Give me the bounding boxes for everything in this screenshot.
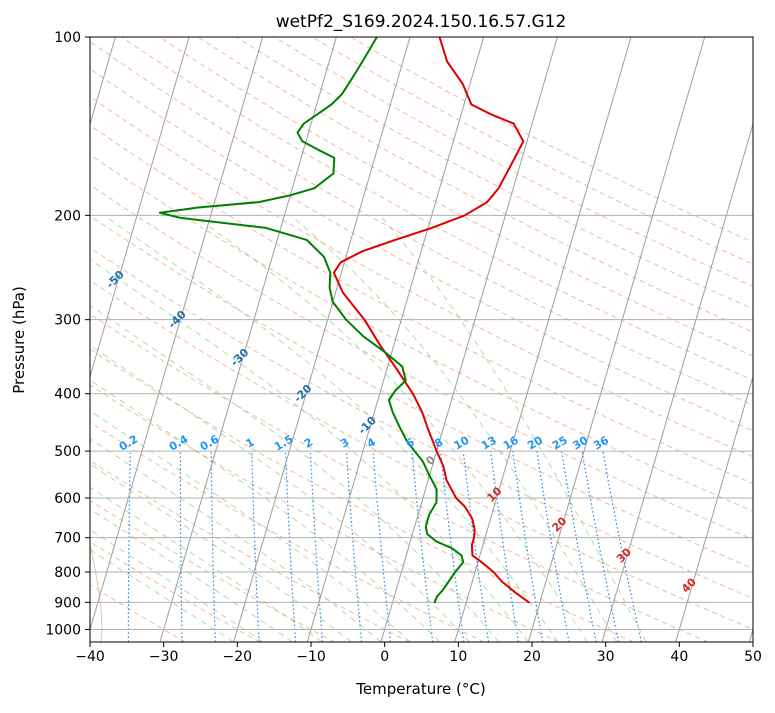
y-tick-label: 1000 — [45, 622, 81, 638]
isotherm-label: -10 — [356, 414, 379, 437]
isotherm — [13, 37, 189, 642]
x-tick-label: 0 — [380, 649, 389, 665]
dry-adiabat — [0, 37, 775, 642]
x-tick-label: −40 — [75, 649, 105, 665]
dry-adiabat — [0, 37, 484, 642]
mixing-ratio-line — [491, 451, 519, 642]
isotherm-label: 30 — [614, 545, 634, 565]
mixing-ratio-label: 6 — [404, 435, 417, 450]
dry-adiabat — [0, 37, 708, 642]
dry-adiabat — [351, 37, 775, 642]
isotherm-label: 20 — [549, 514, 569, 534]
mixing-ratio-line — [463, 451, 488, 642]
chart-title: wetPf2_S169.2024.150.16.57.G12 — [276, 12, 567, 32]
moist-adiabat — [0, 215, 293, 642]
x-tick-label: 30 — [597, 649, 615, 665]
x-tick-label: −30 — [149, 649, 179, 665]
isotherm-label: -20 — [291, 382, 314, 405]
mixing-ratio-line — [603, 451, 642, 642]
dry-adiabat — [198, 37, 775, 642]
dry-adiabat — [312, 37, 775, 642]
dry-adiabat — [0, 37, 775, 642]
mixing-ratio-line — [310, 451, 322, 642]
mixing-ratio-label: 0.6 — [198, 432, 222, 453]
isotherm — [455, 37, 631, 642]
x-tick-label: −10 — [296, 649, 326, 665]
isotherm — [160, 37, 336, 642]
mixing-ratio-label: 1.5 — [272, 433, 295, 454]
y-tick-label: 300 — [54, 313, 81, 329]
dry-adiabat — [84, 37, 775, 642]
dry-adiabat — [0, 37, 633, 642]
y-tick-label: 600 — [54, 491, 81, 507]
x-tick-label: 50 — [744, 649, 762, 665]
mixing-ratio-label: 16 — [501, 433, 521, 452]
isotherm — [86, 37, 262, 642]
dry-adiabat — [0, 37, 775, 642]
y-tick-label: 900 — [54, 595, 81, 611]
background-lines — [0, 37, 775, 642]
x-tick-label: 10 — [449, 649, 467, 665]
isotherm — [234, 37, 410, 642]
x-tick-label: 20 — [523, 649, 541, 665]
moist-adiabat — [0, 215, 352, 642]
dry-adiabat — [0, 37, 775, 642]
x-tick-label: 40 — [670, 649, 688, 665]
moist-adiabat — [0, 215, 263, 642]
dry-adiabat — [160, 37, 775, 642]
isotherm-label: -60 — [43, 224, 66, 247]
y-tick-label: 400 — [54, 387, 81, 403]
isotherm — [528, 37, 704, 642]
mixing-ratio-line — [128, 451, 130, 642]
mixing-ratio-label: 1 — [243, 436, 256, 451]
mixing-ratio-line — [537, 451, 569, 642]
mixing-ratio-label: 0.4 — [167, 432, 191, 453]
mixing-ratio-label: 20 — [525, 433, 545, 452]
mixing-ratio-line — [513, 451, 543, 642]
plot-frame — [90, 37, 753, 642]
dry-adiabat — [236, 37, 775, 642]
y-tick-label: 100 — [54, 30, 81, 46]
mixing-ratio-label: 2 — [302, 436, 315, 451]
x-tick-label: −20 — [223, 649, 253, 665]
isotherm-label: 40 — [679, 575, 699, 595]
isotherm-label: -30 — [228, 346, 251, 369]
y-tick-label: 500 — [54, 444, 81, 460]
mixing-ratio-line — [441, 451, 464, 642]
mixing-ratio-line — [582, 451, 619, 642]
mixing-ratio-line — [286, 451, 296, 642]
dry-adiabat — [0, 37, 409, 642]
moist-adiabat — [380, 215, 647, 642]
isotherm — [381, 37, 557, 642]
dry-adiabat — [274, 37, 775, 642]
moist-adiabat — [0, 215, 322, 642]
mixing-ratio-line — [347, 451, 362, 642]
mixing-ratio-label: 25 — [550, 434, 570, 453]
mixing-ratio-line — [373, 451, 390, 642]
mixing-ratio-line — [412, 451, 433, 642]
mixing-ratio-label: 36 — [591, 433, 611, 452]
y-axis-label: Pressure (hPa) — [10, 286, 28, 394]
dry-adiabat — [0, 37, 559, 642]
y-tick-label: 200 — [54, 208, 81, 224]
y-tick-label: 800 — [54, 565, 81, 581]
mixing-ratio-label: 4 — [365, 435, 378, 450]
dry-adiabat — [0, 37, 775, 642]
dry-adiabat — [0, 37, 775, 642]
x-axis-label: Temperature (°C) — [355, 680, 485, 698]
mixing-ratio-label: 8 — [432, 436, 445, 451]
mixing-ratio-label: 0.2 — [117, 433, 140, 454]
isotherm-label: -40 — [166, 308, 189, 331]
isotherm-label: 10 — [484, 484, 504, 504]
dry-adiabat — [0, 37, 335, 642]
y-tick-label: 700 — [54, 531, 81, 547]
line-label-layer: 0.10.20.40.611.52346810131620253036-100-… — [0, 101, 699, 596]
isotherm-label: -70 — [0, 183, 4, 206]
mixing-ratio-line — [211, 451, 215, 642]
